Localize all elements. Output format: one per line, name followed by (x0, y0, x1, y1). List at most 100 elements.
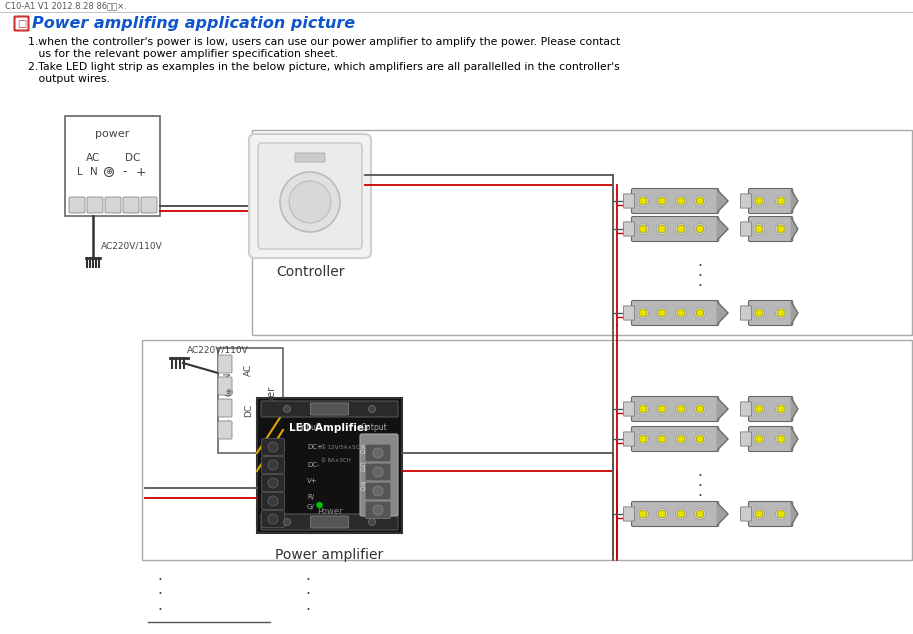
Text: 1.when the controller's power is low, users can use our power amplifier to ampli: 1.when the controller's power is low, us… (28, 37, 620, 47)
Circle shape (637, 224, 648, 235)
Circle shape (224, 388, 232, 396)
Text: □: □ (16, 18, 26, 29)
FancyBboxPatch shape (632, 188, 719, 214)
FancyBboxPatch shape (632, 216, 719, 242)
Text: .: . (698, 254, 702, 269)
Circle shape (369, 519, 375, 526)
Text: LED Amplifier: LED Amplifier (289, 423, 370, 433)
Text: L: L (77, 167, 83, 177)
Circle shape (268, 442, 278, 452)
Text: V+: V+ (307, 478, 318, 484)
Text: ⊕: ⊕ (106, 167, 112, 176)
Text: R/: R/ (307, 494, 314, 500)
Polygon shape (792, 428, 798, 450)
Circle shape (775, 195, 786, 207)
Circle shape (658, 510, 666, 518)
Circle shape (656, 224, 667, 235)
Circle shape (755, 405, 762, 413)
FancyBboxPatch shape (310, 403, 349, 415)
FancyBboxPatch shape (624, 402, 635, 416)
Circle shape (695, 508, 706, 519)
FancyBboxPatch shape (218, 421, 232, 439)
Circle shape (658, 225, 666, 233)
Circle shape (755, 197, 762, 205)
Text: G/
CH2: G/ CH2 (360, 463, 373, 474)
FancyBboxPatch shape (360, 434, 398, 516)
Circle shape (755, 435, 762, 443)
Circle shape (775, 307, 786, 318)
Circle shape (676, 403, 687, 415)
FancyBboxPatch shape (15, 16, 28, 30)
FancyBboxPatch shape (218, 348, 283, 453)
FancyBboxPatch shape (218, 399, 232, 417)
Circle shape (677, 405, 685, 413)
Text: DC-: DC- (307, 462, 320, 468)
Circle shape (677, 225, 685, 233)
Text: .: . (158, 597, 163, 612)
Circle shape (637, 195, 648, 207)
Circle shape (755, 309, 762, 317)
Text: Input: Input (299, 424, 319, 432)
FancyBboxPatch shape (632, 501, 719, 526)
Circle shape (697, 309, 704, 317)
FancyBboxPatch shape (141, 197, 157, 213)
Circle shape (639, 435, 646, 443)
FancyBboxPatch shape (632, 427, 719, 451)
Text: AC: AC (244, 364, 253, 376)
FancyBboxPatch shape (632, 301, 719, 325)
Text: .: . (698, 474, 702, 489)
FancyBboxPatch shape (740, 222, 751, 236)
Circle shape (268, 496, 278, 506)
Circle shape (373, 448, 383, 458)
Circle shape (677, 435, 685, 443)
Circle shape (373, 486, 383, 496)
FancyBboxPatch shape (624, 194, 635, 208)
Circle shape (289, 181, 331, 223)
Circle shape (697, 510, 704, 518)
Circle shape (637, 403, 648, 415)
Circle shape (677, 197, 685, 205)
Circle shape (775, 434, 786, 444)
FancyBboxPatch shape (261, 514, 398, 530)
FancyBboxPatch shape (65, 116, 160, 216)
Text: AC: AC (86, 153, 100, 163)
Circle shape (284, 519, 290, 526)
Polygon shape (792, 503, 798, 525)
FancyBboxPatch shape (249, 134, 371, 258)
FancyBboxPatch shape (740, 507, 751, 521)
Text: N: N (90, 167, 98, 177)
Circle shape (777, 510, 785, 518)
Circle shape (658, 405, 666, 413)
Text: L: L (224, 358, 233, 362)
Circle shape (373, 467, 383, 477)
Circle shape (369, 406, 375, 413)
Text: .: . (306, 597, 310, 612)
FancyBboxPatch shape (310, 516, 349, 528)
Polygon shape (718, 428, 728, 450)
Text: N: N (224, 373, 233, 379)
FancyBboxPatch shape (261, 456, 285, 474)
Text: Power amplifier: Power amplifier (276, 548, 383, 562)
Circle shape (777, 435, 785, 443)
Circle shape (775, 403, 786, 415)
Circle shape (658, 309, 666, 317)
Polygon shape (792, 398, 798, 420)
Circle shape (677, 510, 685, 518)
Circle shape (104, 167, 113, 176)
Text: Controller: Controller (276, 265, 344, 279)
Text: +: + (136, 165, 146, 179)
Circle shape (284, 406, 290, 413)
Text: ② 8A×3CH: ② 8A×3CH (321, 458, 351, 462)
FancyBboxPatch shape (740, 194, 751, 208)
Text: Power: Power (317, 507, 342, 515)
Text: DC: DC (125, 153, 141, 163)
FancyBboxPatch shape (295, 153, 325, 162)
FancyBboxPatch shape (105, 197, 121, 213)
Text: power: power (266, 385, 276, 415)
FancyBboxPatch shape (365, 482, 391, 500)
Circle shape (777, 197, 785, 205)
Circle shape (639, 197, 646, 205)
Text: .: . (698, 484, 702, 500)
Polygon shape (792, 218, 798, 240)
Polygon shape (792, 190, 798, 212)
